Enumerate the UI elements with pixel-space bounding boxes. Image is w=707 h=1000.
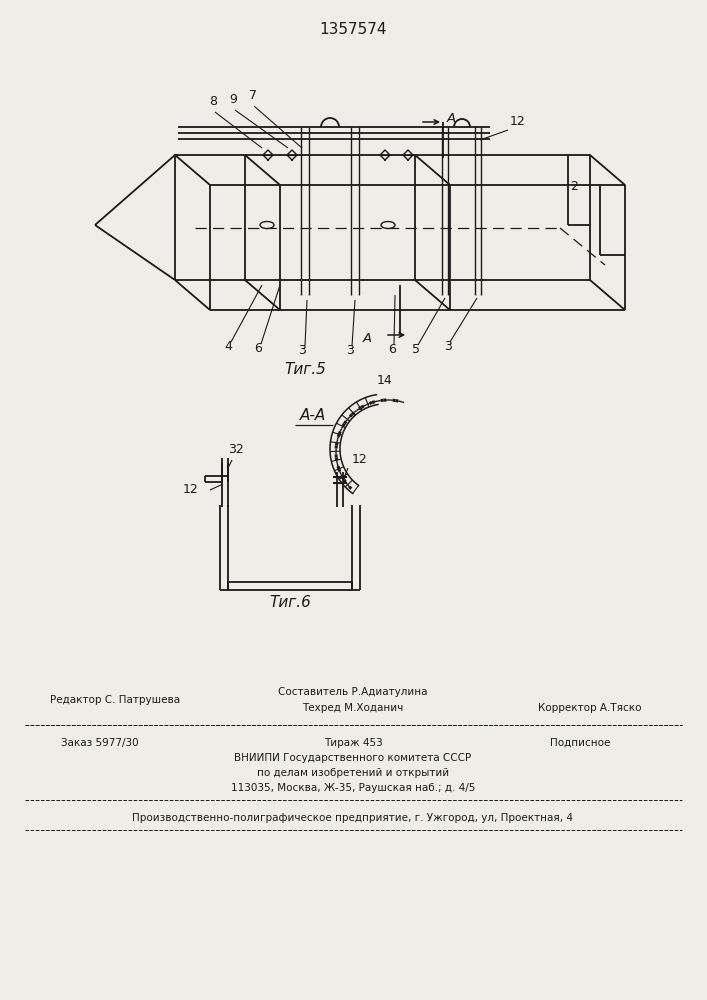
Text: A: A — [447, 111, 456, 124]
Text: 4: 4 — [224, 340, 232, 353]
Text: 7: 7 — [249, 89, 257, 102]
Text: 3: 3 — [346, 344, 354, 357]
Ellipse shape — [260, 222, 274, 229]
Text: 12: 12 — [352, 453, 368, 466]
Text: Заказ 5977/30: Заказ 5977/30 — [62, 738, 139, 748]
Text: Техред М.Ходанич: Техред М.Ходанич — [303, 703, 404, 713]
Text: 6: 6 — [254, 342, 262, 355]
Text: Корректор А.Тяско: Корректор А.Тяско — [538, 703, 642, 713]
Text: 3: 3 — [298, 344, 306, 357]
Text: 32: 32 — [228, 443, 244, 456]
Text: 9: 9 — [229, 93, 237, 106]
Text: Составитель Р.Адиатулина: Составитель Р.Адиатулина — [279, 687, 428, 697]
Text: Тираж 453: Тираж 453 — [324, 738, 382, 748]
Text: ВНИИПИ Государственного комитета СССР: ВНИИПИ Государственного комитета СССР — [235, 753, 472, 763]
Text: A-A: A-A — [300, 408, 326, 423]
Text: Производственно-полиграфическое предприятие, г. Ужгород, ул, Проектная, 4: Производственно-полиграфическое предприя… — [132, 813, 573, 823]
Text: 1357574: 1357574 — [320, 22, 387, 37]
Text: 3: 3 — [444, 340, 452, 353]
Text: 2: 2 — [570, 180, 578, 193]
Text: 113035, Москва, Ж-35, Раушская наб.; д. 4/5: 113035, Москва, Ж-35, Раушская наб.; д. … — [230, 783, 475, 793]
Text: 14: 14 — [376, 374, 392, 387]
Text: Τиг.6: Τиг.6 — [269, 595, 311, 610]
Text: 8: 8 — [209, 95, 217, 108]
Text: 5: 5 — [412, 343, 420, 356]
Text: 6: 6 — [388, 343, 396, 356]
Text: по делам изобретений и открытий: по делам изобретений и открытий — [257, 768, 449, 778]
Text: A: A — [363, 332, 372, 344]
Text: 12: 12 — [182, 483, 198, 496]
Text: Подписное: Подписное — [550, 738, 610, 748]
Text: 12: 12 — [510, 115, 526, 128]
Ellipse shape — [381, 222, 395, 229]
Text: Τиг.5: Τиг.5 — [284, 362, 326, 377]
Text: Редактор С. Патрушева: Редактор С. Патрушева — [50, 695, 180, 705]
